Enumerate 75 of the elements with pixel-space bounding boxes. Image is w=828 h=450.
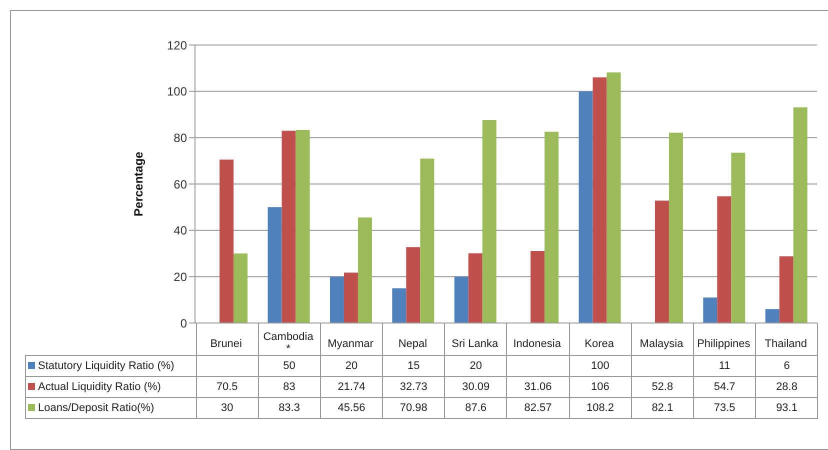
bar <box>468 253 482 323</box>
bar <box>344 272 358 323</box>
data-label: 50 <box>258 355 320 376</box>
bar <box>330 276 344 323</box>
bar <box>220 160 234 323</box>
x-tick-label: Philippines <box>697 338 751 350</box>
legend-label: Loans/Deposit Ratio(%) <box>26 397 196 418</box>
data-label: 106 <box>569 376 632 397</box>
bar <box>234 254 248 323</box>
bar <box>779 256 794 323</box>
bar <box>717 196 732 323</box>
data-label: 82.57 <box>506 397 570 418</box>
data-label: 83.3 <box>258 397 320 418</box>
data-label: 93.1 <box>756 397 818 418</box>
bar <box>544 132 559 323</box>
data-label: 6 <box>756 355 818 376</box>
legend-label: Statutory Liquidity Ratio (%) <box>26 355 196 376</box>
bar <box>282 130 296 323</box>
y-axis-title: Percentage <box>131 151 146 216</box>
data-label: 100 <box>569 355 632 376</box>
x-tick-label: Nepal <box>398 338 428 350</box>
x-tick-label: Myanmar <box>328 338 374 350</box>
bar <box>392 288 406 323</box>
data-label: 70.5 <box>196 376 258 397</box>
x-tick-label: Brunei <box>210 338 242 350</box>
x-tick-label: Thailand <box>764 338 807 350</box>
bar <box>606 72 621 323</box>
bar <box>420 158 434 323</box>
data-label: 30.09 <box>444 376 507 397</box>
x-tick-label: Cambodia * <box>263 331 314 355</box>
data-label: 30 <box>196 397 258 418</box>
y-tick-label: 60 <box>174 177 188 192</box>
bar <box>358 217 372 323</box>
bar <box>296 130 310 323</box>
data-label: 32.73 <box>382 376 445 397</box>
y-tick-label: 0 <box>180 316 188 330</box>
bar <box>765 309 780 323</box>
y-tick-label: 120 <box>166 38 188 52</box>
x-tick-label: Korea <box>584 338 615 350</box>
x-tick-label: Indonesia <box>513 338 562 350</box>
legend-label: Actual Liquidity Ratio (%) <box>26 376 196 397</box>
data-label: 73.5 <box>694 397 756 418</box>
data-label: 20 <box>320 355 383 376</box>
y-tick-label: 80 <box>174 130 188 145</box>
data-label: 83 <box>258 376 320 397</box>
bar <box>592 77 607 323</box>
bar <box>578 91 593 323</box>
data-label: 54.7 <box>694 376 756 397</box>
data-label: 21.74 <box>320 376 383 397</box>
y-tick-label: 20 <box>174 270 188 284</box>
bar <box>482 120 496 323</box>
data-label: 11 <box>694 355 756 376</box>
data-label: 82.1 <box>631 397 694 418</box>
bar <box>268 207 282 323</box>
y-tick-label: 40 <box>174 224 188 238</box>
data-label: 15 <box>382 355 445 376</box>
y-tick-label: 100 <box>166 84 188 99</box>
bar <box>454 276 468 323</box>
bar <box>731 152 746 323</box>
x-tick-label: Malaysia <box>640 338 684 350</box>
data-label: 28.8 <box>756 376 818 397</box>
data-label: 70.98 <box>382 397 445 418</box>
data-label: 31.06 <box>506 376 570 397</box>
bar <box>793 107 808 323</box>
data-label: 108.2 <box>569 397 632 418</box>
data-label: 45.56 <box>320 397 383 418</box>
bar <box>654 200 669 323</box>
bar <box>406 247 420 323</box>
data-label: 52.8 <box>631 376 694 397</box>
x-tick-label: Sri Lanka <box>452 338 500 350</box>
data-label: 20 <box>444 355 507 376</box>
bar <box>703 298 718 323</box>
bar <box>668 132 683 323</box>
bar <box>530 251 545 323</box>
data-label: 87.6 <box>444 397 507 418</box>
